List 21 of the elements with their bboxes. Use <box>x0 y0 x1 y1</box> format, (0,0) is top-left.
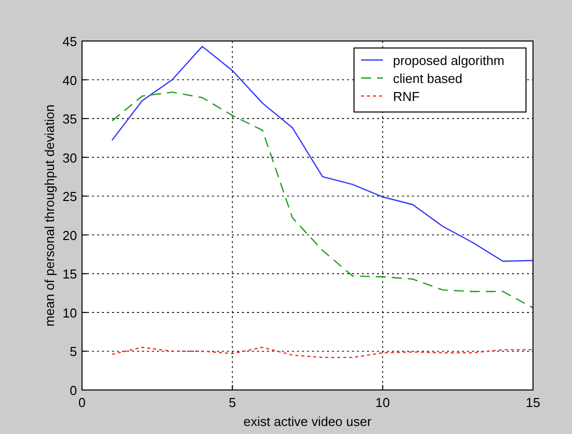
line-series <box>111 92 534 308</box>
y-tick-label: 25 <box>62 189 77 204</box>
y-tick-label: 15 <box>62 266 77 282</box>
legend-label: client based <box>393 71 462 86</box>
y-axis-title: mean of personal throughput deviation <box>42 104 57 326</box>
y-tick-label: 30 <box>62 150 77 166</box>
y-tick-label: 0 <box>70 383 77 398</box>
x-tick-label: 15 <box>526 395 540 410</box>
y-tick-label: 40 <box>62 72 77 88</box>
x-axis-title: exist active video user <box>244 414 372 429</box>
legend-label: RNF <box>393 89 420 104</box>
y-tick-label: 35 <box>62 112 77 127</box>
y-tick-label: 20 <box>62 228 77 243</box>
y-tick-label: 10 <box>62 305 77 320</box>
line-series <box>111 46 534 262</box>
line-series <box>111 346 534 358</box>
y-tick-label: 5 <box>70 344 77 360</box>
y-tick-label: 45 <box>62 34 77 49</box>
x-tick-label: 5 <box>228 395 236 410</box>
legend-label: proposed algorithm <box>393 53 504 68</box>
x-tick-label: 10 <box>375 395 390 410</box>
